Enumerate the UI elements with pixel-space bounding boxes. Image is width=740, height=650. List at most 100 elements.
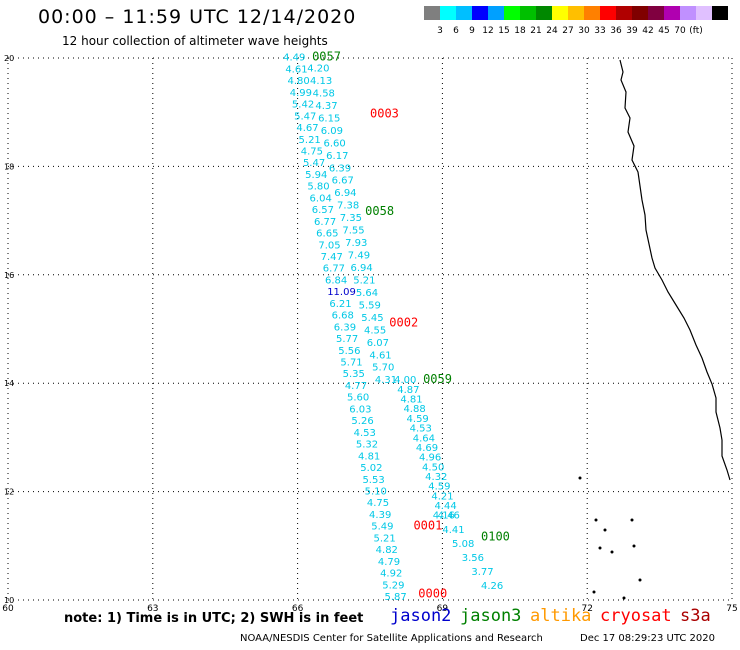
pass-time-label: 0002	[389, 315, 418, 329]
scale-swatch	[504, 6, 520, 20]
lon-tick-label: 60	[2, 604, 14, 614]
scale-swatch	[600, 6, 616, 20]
swh-value: 4.88	[403, 404, 425, 415]
lon-tick-label: 72	[581, 604, 592, 614]
swh-value: 4.32	[425, 472, 447, 483]
swh-value: 7.49	[348, 251, 370, 262]
swh-value: 6.77	[314, 217, 336, 228]
swh-value: 4.75	[367, 498, 389, 509]
swh-value: 6.94	[334, 188, 356, 199]
swh-value: 7.05	[318, 240, 340, 251]
swh-value: 5.71	[340, 358, 362, 369]
swh-value: 4.20	[307, 64, 329, 75]
swh-value: 5.08	[452, 539, 474, 550]
scale-label: 6	[453, 26, 459, 36]
swh-value: 5.64	[356, 288, 378, 299]
swh-value: 4.82	[376, 545, 398, 556]
swh-value: 5.80	[307, 182, 329, 193]
coastline	[578, 59, 731, 600]
scale-swatch	[488, 6, 504, 20]
footer: note: 1) Time is in UTC; 2) SWH is in fe…	[60, 606, 740, 634]
swh-value: 5.26	[351, 416, 373, 427]
lon-tick-label: 69	[437, 604, 449, 614]
scale-label: 42	[642, 26, 654, 36]
swh-value: 4.50	[422, 462, 444, 473]
pass-time-label: 0057	[312, 50, 341, 64]
swh-value: 4.46	[438, 511, 460, 522]
satellite-label-jason2: jason2	[390, 606, 452, 626]
swh-value: 6.39	[334, 322, 356, 333]
swh-value: 7.93	[345, 238, 367, 249]
swh-value: 5.21	[299, 135, 321, 146]
swh-value: 4.81	[358, 451, 380, 462]
pass-time-label: 0001	[413, 519, 442, 533]
scale-swatch	[584, 6, 600, 20]
swh-value: 4.64	[413, 433, 435, 444]
scale-swatch	[552, 6, 568, 20]
scale-label: 30	[578, 26, 590, 36]
swh-value: 4.39	[369, 510, 391, 521]
swh-value: 4.80	[288, 76, 310, 87]
lon-tick-label: 75	[726, 604, 737, 614]
coastline-path	[619, 59, 731, 481]
scale-swatch	[472, 6, 488, 20]
scale-label: 27	[562, 26, 574, 36]
swh-value: 4.92	[380, 569, 402, 580]
island-dot	[638, 578, 642, 582]
island-dot	[598, 546, 602, 550]
island-dot	[578, 476, 582, 480]
altimeter-tracks: 4.494.614.804.995.425.474.675.214.755.47…	[283, 50, 510, 603]
swh-value: 4.53	[354, 428, 376, 439]
swh-value: 4.58	[313, 88, 335, 99]
swh-value: 4.59	[428, 482, 450, 493]
lat-lon-grid: 60 63 66 69 72 75 10 12 14 16 18 20	[2, 54, 737, 614]
pass-time-label: 0058	[365, 204, 394, 218]
island-dot	[622, 596, 626, 600]
lat-tick-label: 14	[4, 379, 14, 388]
lat-tick-label: 12	[4, 488, 14, 497]
scale-swatch	[712, 6, 728, 20]
swh-value: 4.21	[431, 491, 453, 502]
island-dot	[632, 544, 636, 548]
swh-value: 6.94	[351, 263, 373, 274]
swh-value: 6.04	[310, 193, 332, 204]
satellite-label-altika: altika	[530, 606, 592, 626]
swh-value: 4.16	[433, 511, 455, 522]
swh-value: 6.09	[321, 126, 343, 137]
swh-value: 5.45	[361, 313, 383, 324]
scale-swatch	[696, 6, 712, 20]
satellite-label-s3a: s3a	[680, 606, 711, 626]
swh-value: 4.61	[369, 350, 391, 361]
island-dot	[592, 590, 596, 594]
satellite-label-jason3: jason3	[460, 606, 522, 626]
scale-label: 24	[546, 26, 558, 36]
scale-label: 39	[626, 26, 638, 36]
lon-tick-label: 63	[147, 604, 158, 614]
swh-value: 5.02	[360, 463, 382, 474]
swh-value: 6.03	[349, 404, 371, 415]
swh-value: 6.39	[329, 163, 351, 174]
swh-value: 4.59	[407, 414, 429, 425]
footer-note: note: 1) Time is in UTC; 2) SWH is in fe…	[64, 611, 364, 626]
swh-value: 6.07	[367, 338, 389, 349]
scale-swatch	[536, 6, 552, 20]
swh-value: 6.57	[312, 205, 334, 216]
scale-swatch	[680, 6, 696, 20]
timestamp-text: Dec 17 08:29:23 UTC 2020	[580, 633, 715, 644]
swh-value: 6.67	[332, 176, 354, 187]
scale-label: 12	[482, 26, 494, 36]
swh-value: 5.53	[362, 475, 384, 486]
swh-value: 4.13	[310, 76, 332, 87]
scale-swatch	[648, 6, 664, 20]
swh-value: 4.77	[345, 381, 367, 392]
swh-value: 5.70	[372, 363, 394, 374]
swh-value: 5.94	[305, 170, 327, 181]
swh-value: 7.47	[321, 252, 343, 263]
satellite-label-cryosat: cryosat	[600, 606, 672, 626]
swh-value: 4.26	[481, 581, 503, 592]
swh-value: 4.79	[378, 557, 400, 568]
credit-text: NOAA/NESDIS Center for Satellite Applica…	[240, 633, 543, 644]
scale-label: 9	[469, 26, 475, 36]
swh-value: 5.47	[303, 158, 325, 169]
